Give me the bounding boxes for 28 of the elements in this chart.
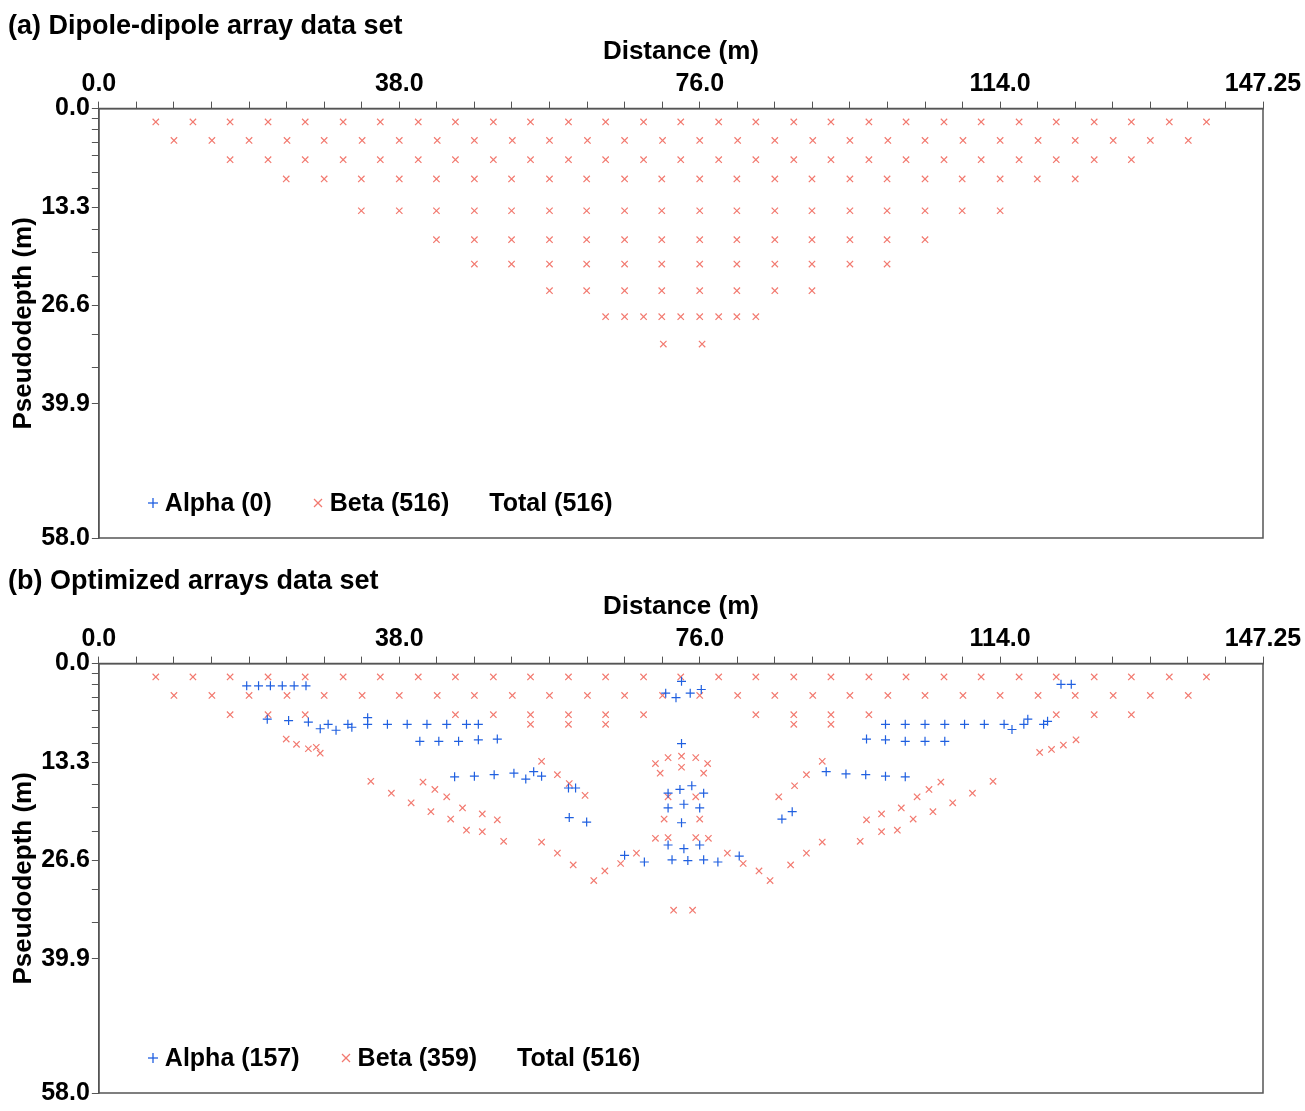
y-tick-label: 58.0: [41, 1076, 90, 1105]
legend-label: Beta (359): [357, 1043, 478, 1072]
chart-title: (a) Dipole-dipole array data set: [8, 9, 403, 40]
x-tick-label: 147.25: [1224, 68, 1302, 97]
legend-label: Alpha (0): [164, 488, 272, 517]
x-tick-label: 38.0: [374, 623, 424, 652]
y-axis-title: Pseudodepth (m): [6, 217, 37, 430]
chart-title: (b) Optimized arrays data set: [8, 564, 379, 595]
annotation: Total (516): [489, 488, 613, 517]
x-tick-label: 38.0: [374, 68, 424, 97]
y-axis-title: Pseudodepth (m): [6, 772, 37, 985]
x-tick-label: 76.0: [675, 623, 725, 652]
y-tick-label: 13.3: [41, 745, 90, 774]
y-tick-label: 39.9: [41, 387, 90, 416]
y-tick-label: 58.0: [41, 521, 90, 550]
x-tick-label: 147.25: [1224, 623, 1302, 652]
y-tick-label: 26.6: [41, 289, 90, 318]
annotation: Total (516): [517, 1043, 641, 1072]
x-tick-label: 114.0: [969, 623, 1031, 652]
x-axis-title: Distance (m): [602, 35, 759, 66]
y-tick-label: 13.3: [41, 190, 90, 219]
legend-label: Beta (516): [329, 488, 450, 517]
y-tick-label: 39.9: [41, 942, 90, 971]
x-tick-label: 114.0: [969, 68, 1031, 97]
y-tick-label: 26.6: [41, 844, 90, 873]
x-axis-title: Distance (m): [602, 590, 759, 621]
x-tick-label: 76.0: [675, 68, 725, 97]
legend-label: Alpha (157): [164, 1043, 300, 1072]
